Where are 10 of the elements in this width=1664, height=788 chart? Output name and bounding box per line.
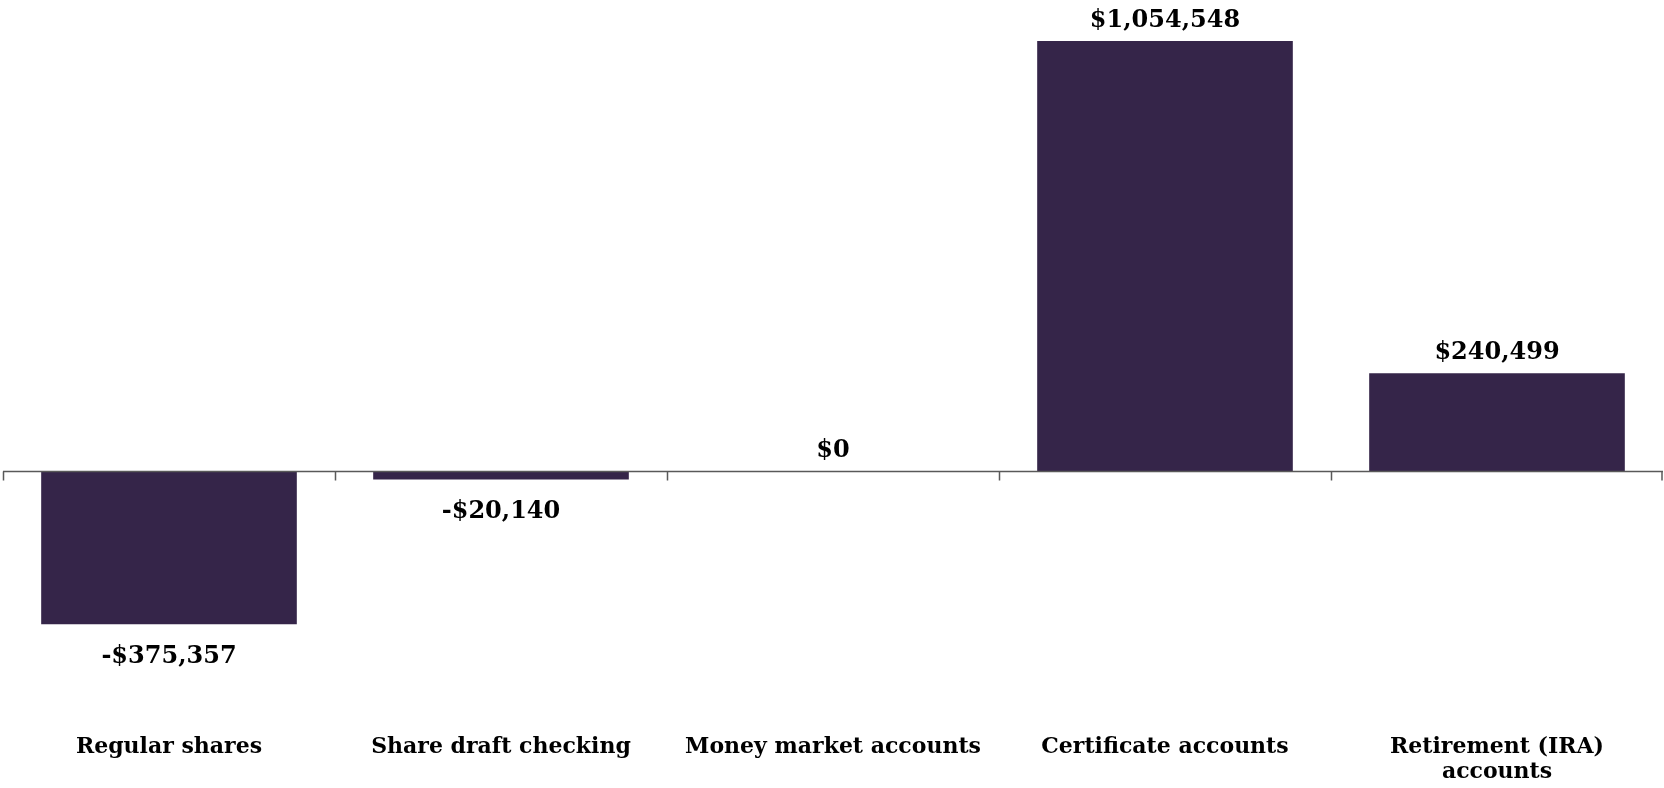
data-label: $0 <box>816 434 850 464</box>
x-tick-label: Share draft checking <box>371 732 631 759</box>
x-tick-label: Certificate accounts <box>1041 732 1289 759</box>
data-label: $1,054,548 <box>1089 4 1241 33</box>
data-label: $240,499 <box>1434 336 1560 366</box>
x-tick-label: Regular shares <box>75 732 263 759</box>
data-label: -$375,357 <box>101 639 237 669</box>
x-tick-label: Retirement (IRA) accounts <box>1390 732 1604 783</box>
data-label: -$20,140 <box>441 494 561 524</box>
x-tick-label: Money market accounts <box>685 732 981 759</box>
